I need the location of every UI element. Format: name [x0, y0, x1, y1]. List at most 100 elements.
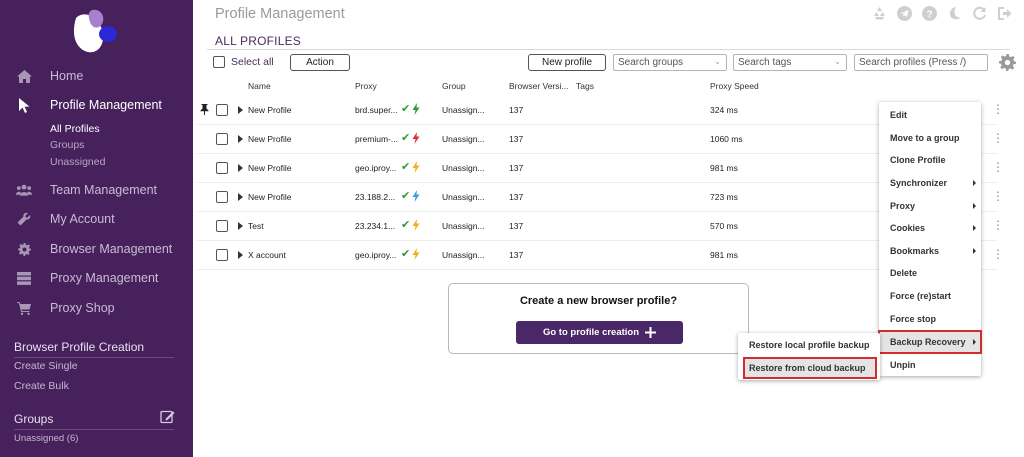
- go-to-profile-creation-button[interactable]: Go to profile creation: [516, 321, 683, 344]
- menu-item-force-stop[interactable]: Force stop: [879, 308, 981, 330]
- plus-icon: [645, 327, 657, 338]
- new-profile-button[interactable]: New profile: [528, 54, 606, 71]
- search-profiles-input[interactable]: Search profiles (Press /): [854, 54, 988, 71]
- row-menu-kebab-icon[interactable]: ⋮: [992, 102, 1004, 116]
- profile-name[interactable]: New Profile: [248, 192, 292, 202]
- telegram-icon[interactable]: [896, 5, 912, 21]
- create-single-link[interactable]: Create Single: [14, 360, 78, 372]
- top-toolbar: ?: [871, 5, 1012, 21]
- row-menu-kebab-icon[interactable]: ⋮: [992, 131, 1004, 145]
- profile-name[interactable]: X account: [248, 250, 286, 260]
- column-header-tags[interactable]: Tags: [576, 81, 594, 91]
- menu-item-force-restart[interactable]: Force (re)start: [879, 285, 981, 307]
- profile-group: Unassign...: [442, 192, 485, 202]
- column-header-browser-version[interactable]: Browser Versi...: [509, 81, 569, 91]
- search-groups-placeholder: Search groups: [618, 57, 684, 68]
- select-all-checkbox[interactable]: [213, 56, 225, 68]
- profile-name[interactable]: New Profile: [248, 134, 292, 144]
- column-header-name[interactable]: Name: [248, 81, 271, 91]
- expand-caret-icon[interactable]: [238, 193, 243, 201]
- row-menu-kebab-icon[interactable]: ⋮: [992, 189, 1004, 203]
- profile-browser-version: 137: [509, 221, 524, 231]
- column-header-proxy[interactable]: Proxy: [355, 81, 377, 91]
- nav-proxy-shop[interactable]: Proxy Shop: [0, 295, 193, 321]
- nav-team-management[interactable]: Team Management: [0, 177, 193, 203]
- submenu-restore-local-backup[interactable]: Restore local profile backup: [738, 335, 880, 355]
- row-checkbox[interactable]: [216, 191, 228, 203]
- expand-caret-icon[interactable]: [238, 106, 243, 114]
- browser-profile-creation-heading: Browser Profile Creation: [14, 340, 174, 358]
- menu-item-edit[interactable]: Edit: [879, 104, 981, 126]
- row-checkbox[interactable]: [216, 104, 228, 116]
- menu-item-backup-recovery[interactable]: Backup Recovery: [878, 330, 982, 354]
- search-tags-select[interactable]: Search tags ⌄: [733, 54, 847, 71]
- menu-item-move-to-group[interactable]: Move to a group: [879, 127, 981, 149]
- expand-caret-icon[interactable]: [238, 135, 243, 143]
- action-button[interactable]: Action: [290, 54, 350, 71]
- menu-item-label: Backup Recovery: [890, 337, 966, 347]
- menu-item-proxy[interactable]: Proxy: [879, 195, 981, 217]
- refresh-icon[interactable]: [971, 5, 987, 21]
- table-row[interactable]: X account geo.iproy... ✔ Unassign... 137…: [197, 241, 1004, 270]
- table-row[interactable]: Test 23.234.1... ✔ Unassign... 137 570 m…: [197, 212, 1004, 241]
- table-row[interactable]: New Profile 23.188.2... ✔ Unassign... 13…: [197, 183, 1004, 212]
- moon-icon[interactable]: [946, 5, 962, 21]
- create-bulk-link[interactable]: Create Bulk: [14, 380, 69, 392]
- create-profile-card: Create a new browser profile? Go to prof…: [448, 283, 749, 354]
- menu-item-bookmarks[interactable]: Bookmarks: [879, 240, 981, 262]
- table-row[interactable]: New Profile brd.super... ✔ Unassign... 1…: [197, 96, 1004, 125]
- chevron-down-icon: ⌄: [834, 57, 841, 66]
- subnav-groups[interactable]: Groups: [50, 139, 85, 151]
- expand-caret-icon[interactable]: [238, 251, 243, 259]
- row-checkbox[interactable]: [216, 249, 228, 261]
- search-profiles-placeholder: Search profiles (Press /): [859, 57, 967, 68]
- menu-item-label: Clone Profile: [890, 155, 946, 165]
- gear-icon: [16, 241, 32, 257]
- section-title: ALL PROFILES: [215, 34, 301, 48]
- menu-item-clone-profile[interactable]: Clone Profile: [879, 149, 981, 171]
- logout-icon[interactable]: [996, 5, 1012, 21]
- menu-item-synchronizer[interactable]: Synchronizer: [879, 172, 981, 194]
- app-logo: [73, 9, 117, 53]
- row-menu-kebab-icon[interactable]: ⋮: [992, 160, 1004, 174]
- expand-caret-icon[interactable]: [238, 222, 243, 230]
- nav-profile-management[interactable]: Profile Management: [0, 92, 193, 118]
- expand-caret-icon[interactable]: [238, 164, 243, 172]
- table-row[interactable]: New Profile premium-... ✔ Unassign... 13…: [197, 125, 1004, 154]
- column-header-group[interactable]: Group: [442, 81, 466, 91]
- nav-browser-management[interactable]: Browser Management: [0, 236, 193, 262]
- menu-item-unpin[interactable]: Unpin: [879, 354, 981, 376]
- profile-proxy-speed: 1060 ms: [710, 134, 743, 144]
- row-menu-kebab-icon[interactable]: ⋮: [992, 218, 1004, 232]
- row-checkbox[interactable]: [216, 162, 228, 174]
- search-groups-select[interactable]: Search groups ⌄: [613, 54, 727, 71]
- row-checkbox[interactable]: [216, 133, 228, 145]
- section-divider: [207, 49, 1010, 50]
- subnav-all-profiles[interactable]: All Profiles: [50, 123, 100, 135]
- recycle-icon[interactable]: [871, 5, 887, 21]
- row-menu-kebab-icon[interactable]: ⋮: [992, 247, 1004, 261]
- profile-browser-version: 137: [509, 134, 524, 144]
- menu-item-delete[interactable]: Delete: [879, 262, 981, 284]
- profile-browser-version: 137: [509, 192, 524, 202]
- row-checkbox[interactable]: [216, 220, 228, 232]
- table-row[interactable]: New Profile geo.iproy... ✔ Unassign... 1…: [197, 154, 1004, 183]
- settings-gear-icon[interactable]: [999, 54, 1016, 71]
- profile-name[interactable]: New Profile: [248, 163, 292, 173]
- select-all[interactable]: Select all: [213, 56, 274, 68]
- profile-proxy-speed: 324 ms: [710, 105, 738, 115]
- column-header-proxy-speed[interactable]: Proxy Speed: [710, 81, 759, 91]
- menu-item-cookies[interactable]: Cookies: [879, 217, 981, 239]
- nav-home[interactable]: Home: [0, 63, 193, 89]
- group-unassigned-link[interactable]: Unassigned (6): [14, 433, 79, 444]
- submenu-restore-cloud-backup[interactable]: Restore from cloud backup: [743, 357, 877, 379]
- profile-proxy: premium-...: [355, 134, 398, 144]
- subnav-unassigned[interactable]: Unassigned: [50, 156, 106, 168]
- profile-name[interactable]: New Profile: [248, 105, 292, 115]
- nav-proxy-management[interactable]: Proxy Management: [0, 265, 193, 291]
- edit-groups-icon[interactable]: [160, 409, 175, 424]
- help-icon[interactable]: ?: [921, 5, 937, 21]
- nav-my-account[interactable]: My Account: [0, 206, 193, 232]
- wrench-icon: [16, 211, 32, 227]
- profile-name[interactable]: Test: [248, 221, 264, 231]
